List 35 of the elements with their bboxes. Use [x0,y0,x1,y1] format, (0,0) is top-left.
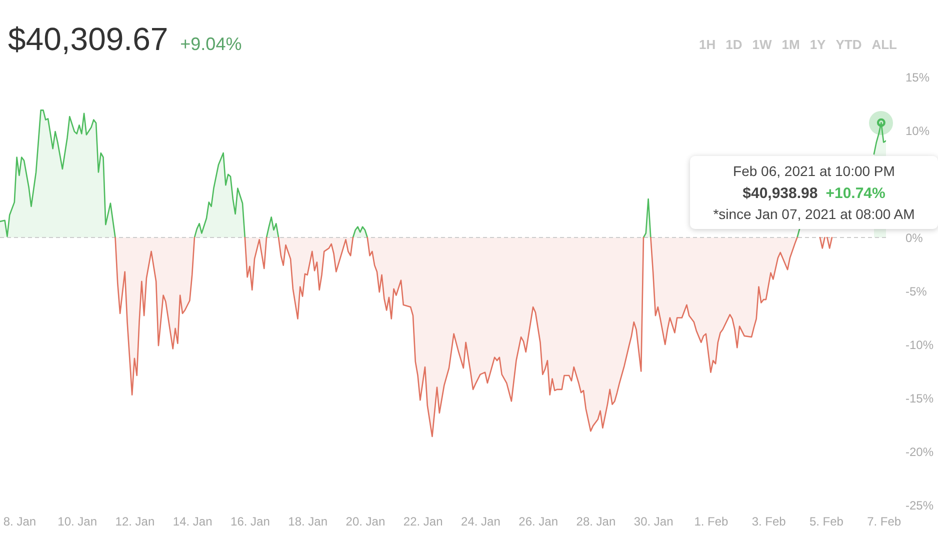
y-tick-label: -10% [906,338,934,352]
x-tick-label: 30. Jan [634,514,674,528]
time-range-button[interactable]: 1M [782,37,800,53]
x-tick-label: 10. Jan [58,514,98,528]
x-tick-label: 1. Feb [694,514,729,528]
x-tick-label: 3. Feb [752,514,786,528]
time-range-button[interactable]: 1H [699,37,716,53]
x-tick-label: 26. Jan [518,514,558,528]
chart-title: $40,309.67 [8,21,168,58]
y-tick-label: 15% [906,70,930,84]
time-range-button[interactable]: 1D [726,37,742,53]
y-tick-label: -15% [906,392,934,406]
x-tick-label: 8. Jan [3,514,36,528]
x-tick-label: 18. Jan [288,514,328,528]
x-tick-label: 28. Jan [576,514,616,528]
tooltip: Feb 06, 2021 at 10:00 PM $40,938.98 +10.74% *since Jan 07, 2021 at 08:00 AM [690,156,938,229]
chart-subtitle: +9.04% [180,34,242,55]
time-range-button[interactable]: ALL [872,37,897,53]
x-tick-label: 5. Feb [809,514,844,528]
x-tick-label: 24. Jan [461,514,500,528]
y-tick-label: -5% [906,284,928,298]
y-tick-label: 10% [906,124,930,138]
y-tick-label: 0% [906,231,924,245]
annotation: Feb 06, 2021 at 10:00 PM $40,938.98 +10.74% *since Jan 07, 2021 at 08:00 AM [712,162,916,223]
x-tick-label: 20. Jan [346,514,386,528]
y-tick-label: -25% [906,498,934,512]
x-tick-label: 22. Jan [403,514,443,528]
x-tick-label: 16. Jan [230,514,270,528]
x-tick-label: 12. Jan [115,514,155,528]
y-tick-label: -20% [906,445,934,459]
time-range-button[interactable]: 1Y [810,37,826,53]
time-range-button[interactable]: 1W [752,37,772,53]
x-tick-label: 7. Feb [867,514,902,528]
time-range-button[interactable]: YTD [836,37,862,53]
x-tick-label: 14. Jan [172,514,212,528]
